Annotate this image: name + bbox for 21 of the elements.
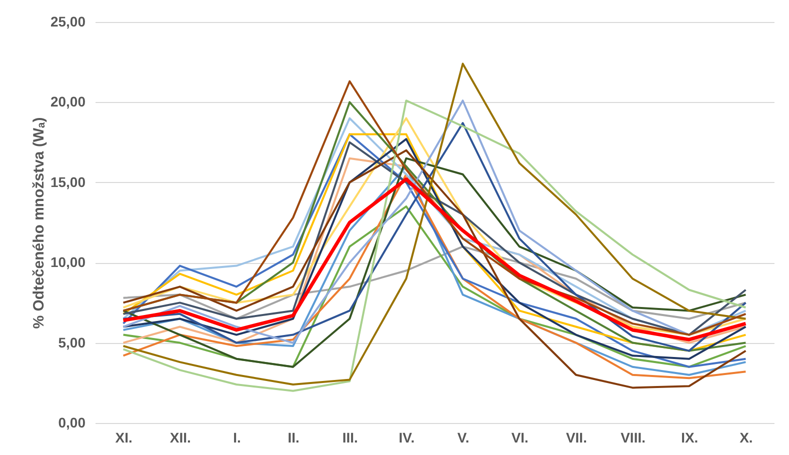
x-tick-label: VI. (511, 430, 528, 446)
x-tick-label: X. (740, 430, 753, 446)
y-tick-label: 15,00 (50, 174, 86, 190)
x-tick-label: V. (457, 430, 470, 446)
y-tick-label: 20,00 (50, 94, 86, 110)
y-tick-label: 10,00 (50, 254, 86, 270)
y-axis-title: % Odtečeného množstva (Wₐ) (30, 117, 48, 329)
x-tick-label: VII. (566, 430, 587, 446)
x-tick-label: VIII. (620, 430, 646, 446)
line-series (122, 246, 747, 320)
x-tick-label: XI. (115, 430, 132, 446)
y-tick-label: 5,00 (58, 334, 86, 350)
x-tick-label: IV. (398, 430, 415, 446)
x-tick-label: II. (288, 430, 300, 446)
y-tick-label: 0,00 (58, 414, 86, 430)
y-tick-label: 25,00 (50, 14, 86, 30)
x-tick-label: III. (342, 430, 358, 446)
x-tick-label: I. (233, 430, 241, 446)
x-tick-label: IX. (681, 430, 698, 446)
x-tick-label: XII. (170, 430, 191, 446)
line-series (122, 205, 747, 368)
